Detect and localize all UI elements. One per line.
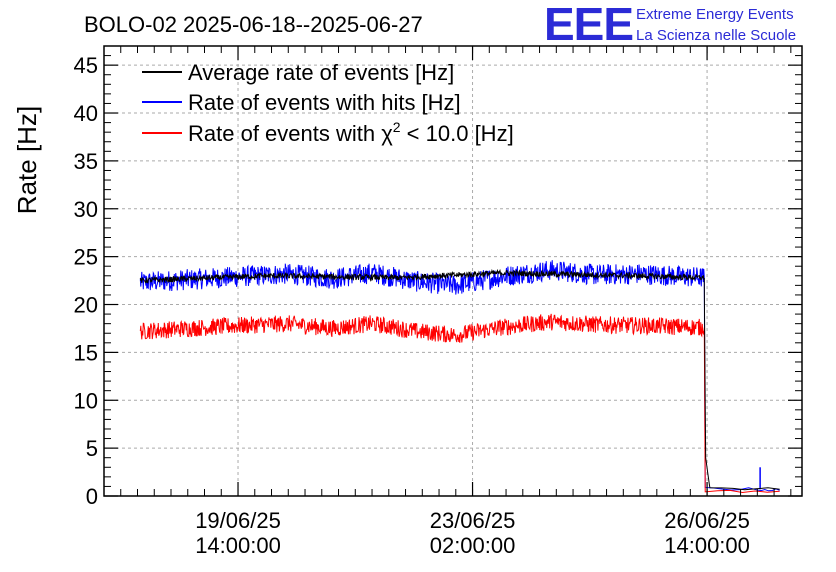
series-line-hits bbox=[139, 260, 780, 492]
y-axis-label: Rate [Hz] bbox=[12, 106, 42, 214]
y-axis: 0 5 10 15 20 25 30 35 40 45 bbox=[74, 45, 802, 509]
x-tick-label-time: 02:00:00 bbox=[430, 533, 516, 558]
y-tick-label: 45 bbox=[74, 53, 98, 78]
plot-frame bbox=[103, 45, 803, 497]
eee-logo-line1: Extreme Energy Events bbox=[636, 6, 794, 23]
x-axis: 19/06/2514:00:0023/06/2502:00:0026/06/25… bbox=[103, 46, 792, 558]
eee-logo-line2: La Scienza nelle Scuole bbox=[636, 27, 796, 44]
y-tick-label: 40 bbox=[74, 101, 98, 126]
legend-label-chi2-tail: < 10.0 [Hz] bbox=[401, 121, 514, 146]
x-tick-label-time: 14:00:00 bbox=[664, 533, 750, 558]
x-tick-label-time: 14:00:00 bbox=[195, 533, 281, 558]
chart-title: BOLO-02 2025-06-18--2025-06-27 bbox=[84, 12, 423, 37]
y-tick-label: 10 bbox=[74, 388, 98, 413]
x-tick-label-date: 26/06/25 bbox=[664, 508, 750, 533]
legend-label-hits: Rate of events with hits [Hz] bbox=[188, 90, 461, 115]
series-group bbox=[139, 260, 780, 494]
y-tick-label: 30 bbox=[74, 197, 98, 222]
grid bbox=[104, 46, 802, 496]
legend-label-chi2: Rate of events with χ2 < 10.0 [Hz] bbox=[188, 119, 514, 146]
y-tick-label: 5 bbox=[86, 436, 98, 461]
eee-logo-text: EEE bbox=[544, 0, 633, 50]
series-line-average bbox=[139, 268, 780, 491]
y-tick-label: 25 bbox=[74, 245, 98, 270]
y-tick-label: 20 bbox=[74, 293, 98, 318]
series-line-chi2 bbox=[139, 313, 780, 494]
legend: Average rate of events [Hz] Rate of even… bbox=[142, 60, 514, 146]
x-tick-label-date: 23/06/25 bbox=[430, 508, 516, 533]
x-tick-label-date: 19/06/25 bbox=[195, 508, 281, 533]
y-tick-label: 15 bbox=[74, 340, 98, 365]
legend-label-chi2-base: Rate of events with χ bbox=[188, 121, 393, 146]
legend-label-chi2-sup: 2 bbox=[393, 119, 401, 135]
y-tick-label: 35 bbox=[74, 149, 98, 174]
eee-logo: EEE Extreme Energy Events La Scienza nel… bbox=[544, 0, 796, 50]
y-tick-label: 0 bbox=[86, 484, 98, 509]
legend-label-average: Average rate of events [Hz] bbox=[188, 60, 454, 85]
